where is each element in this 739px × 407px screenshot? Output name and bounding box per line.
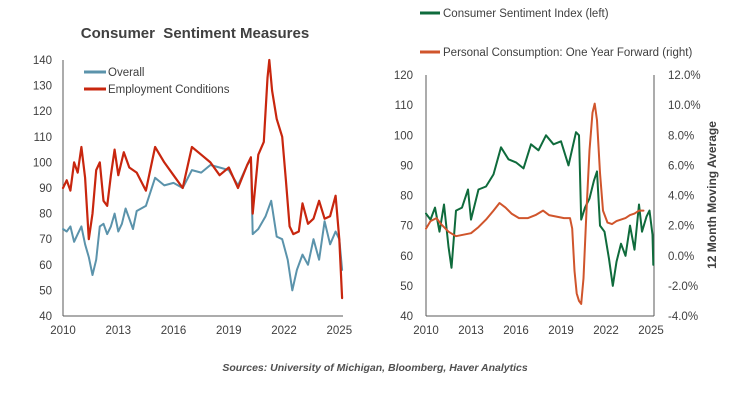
left-y-tick-label: 80 [39, 209, 52, 221]
right-x-tick-label: 2022 [593, 325, 619, 337]
right-y2-label: 12 Month Moving Average [705, 121, 719, 269]
left-legend: Overall Employment Conditions [84, 67, 230, 96]
source-note: Sources: University of Michigan, Bloombe… [222, 362, 528, 374]
right-series-line-consumption [425, 102, 645, 305]
right-x-tick-label: 2013 [458, 325, 484, 337]
left-series [61, 58, 344, 300]
left-y-tick-label: 130 [33, 81, 52, 93]
left-y-tick-label: 40 [39, 311, 52, 323]
right-y-tick-label: 120 [394, 70, 413, 82]
right-chart: 40 50 60 70 80 90 100 110 120 -4.0% -2.0% 0.0% 2.0% 4… [394, 8, 719, 337]
right-y2-tick-label: 4.0% [668, 191, 694, 203]
left-x-tick-label: 2016 [161, 325, 187, 337]
right-y-tick-label: 60 [400, 251, 413, 263]
left-x-tick-label: 2022 [271, 325, 297, 337]
right-y2-tick-label: 6.0% [668, 160, 694, 172]
right-y-tick-label: 50 [400, 281, 413, 293]
left-x-tick-label: 2019 [216, 325, 242, 337]
legend-label-sentiment-index: Consumer Sentiment Index (left) [443, 8, 609, 20]
right-y-tick-label: 80 [400, 191, 413, 203]
left-y-tick-label: 90 [39, 183, 52, 195]
left-x-tick-label: 2013 [105, 325, 131, 337]
left-y-tick-label: 70 [39, 234, 52, 246]
legend-label-overall: Overall [108, 67, 144, 79]
right-y2-tick-label: 10.0% [668, 100, 701, 112]
left-series-line-overall [62, 158, 344, 292]
right-y2-tick-label: 12.0% [668, 70, 701, 82]
right-series [425, 102, 655, 305]
left-y-tick-label: 50 [39, 285, 52, 297]
right-x-tick-label: 2016 [503, 325, 529, 337]
left-y-tick-label: 120 [33, 106, 52, 118]
right-y-tick-label: 90 [400, 160, 413, 172]
legend-label-employment: Employment Conditions [108, 84, 230, 96]
left-y-tick-label: 100 [33, 157, 52, 169]
right-series-line-sentiment_index [425, 131, 655, 287]
right-x-tick-label: 2019 [548, 325, 574, 337]
left-chart: Consumer Sentiment Measures 40 50 60 70 80 90… [33, 25, 352, 337]
left-y-tick-label: 60 [39, 260, 52, 272]
left-x-tick-label: 2025 [327, 325, 353, 337]
left-tick-labels: 40 50 60 70 80 90 100 110 120 130 140 2010 2013 2016 2… [33, 55, 352, 337]
right-y2-tick-label: 0.0% [668, 251, 694, 263]
left-series-line-employment [61, 58, 344, 300]
right-x-tick-label: 2025 [638, 325, 664, 337]
left-x-tick-label: 2010 [50, 325, 76, 337]
left-y-tick-label: 140 [33, 55, 52, 67]
right-y-tick-label: 40 [400, 311, 413, 323]
right-y-tick-label: 110 [395, 100, 413, 112]
right-y-tick-label: 100 [394, 130, 413, 142]
right-x-tick-label: 2010 [413, 325, 439, 337]
right-y-tick-label: 70 [400, 221, 413, 233]
right-y2-tick-label: 2.0% [668, 221, 694, 233]
legend-label-consumption: Personal Consumption: One Year Forward (… [443, 47, 692, 59]
left-chart-title: Consumer Sentiment Measures [81, 25, 309, 42]
right-y2-tick-label: 8.0% [668, 130, 694, 142]
right-y2-tick-label: -2.0% [668, 281, 698, 293]
left-y-tick-label: 110 [34, 132, 52, 144]
right-y2-tick-label: -4.0% [668, 311, 698, 323]
right-tick-labels: 40 50 60 70 80 90 100 110 120 -4.0% -2.0% 0.0% 2.0% 4… [394, 70, 701, 337]
right-legend: Consumer Sentiment Index (left) Personal… [420, 8, 692, 59]
